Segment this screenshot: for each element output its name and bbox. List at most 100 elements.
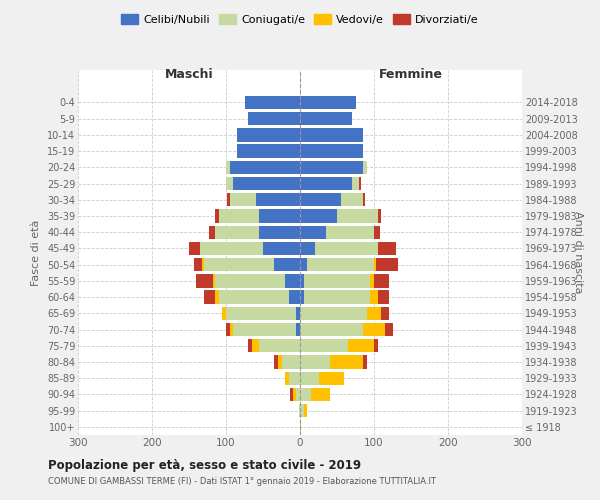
Bar: [274, 258, 300, 272]
Bar: [226, 160, 230, 174]
Text: COMUNE DI GAMBASSI TERME (FI) - Dati ISTAT 1° gennaio 2019 - Elaborazione TUTTIT: COMUNE DI GAMBASSI TERME (FI) - Dati IST…: [48, 477, 436, 486]
Bar: [296, 388, 300, 401]
Bar: [300, 242, 315, 255]
Bar: [230, 160, 300, 174]
Bar: [252, 339, 259, 352]
Bar: [296, 323, 300, 336]
Bar: [194, 258, 202, 272]
Bar: [281, 356, 300, 368]
Bar: [382, 306, 389, 320]
Bar: [300, 388, 311, 401]
Text: Maschi: Maschi: [164, 68, 214, 82]
Bar: [230, 193, 256, 206]
Bar: [385, 323, 392, 336]
Bar: [256, 193, 300, 206]
Bar: [233, 177, 300, 190]
Bar: [376, 258, 398, 272]
Text: Popolazione per età, sesso e stato civile - 2019: Popolazione per età, sesso e stato civil…: [48, 459, 361, 472]
Bar: [374, 226, 380, 239]
Bar: [226, 177, 233, 190]
Bar: [248, 339, 252, 352]
Bar: [189, 242, 200, 255]
Bar: [337, 210, 378, 222]
Bar: [200, 242, 263, 255]
Bar: [300, 226, 326, 239]
Bar: [300, 356, 329, 368]
Bar: [319, 372, 344, 385]
Bar: [304, 404, 307, 417]
Bar: [300, 160, 363, 174]
Bar: [259, 339, 300, 352]
Bar: [374, 339, 378, 352]
Bar: [300, 339, 348, 352]
Bar: [363, 193, 365, 206]
Bar: [300, 210, 337, 222]
Bar: [215, 290, 218, 304]
Bar: [289, 290, 300, 304]
Bar: [370, 274, 374, 287]
Bar: [300, 274, 304, 287]
Bar: [209, 226, 215, 239]
Bar: [378, 290, 389, 304]
Bar: [304, 274, 370, 287]
Bar: [237, 128, 300, 141]
Bar: [367, 306, 382, 320]
Bar: [352, 177, 359, 190]
Bar: [341, 193, 363, 206]
Bar: [300, 128, 363, 141]
Bar: [378, 210, 382, 222]
Bar: [300, 258, 307, 272]
Bar: [307, 258, 374, 272]
Bar: [293, 388, 296, 401]
Bar: [300, 112, 352, 126]
Bar: [274, 356, 278, 368]
Bar: [300, 96, 355, 109]
Bar: [263, 242, 300, 255]
Bar: [300, 144, 363, 158]
Bar: [300, 306, 367, 320]
Bar: [285, 372, 289, 385]
Bar: [259, 226, 300, 239]
Bar: [218, 290, 289, 304]
Bar: [378, 242, 396, 255]
Bar: [300, 323, 363, 336]
Bar: [300, 290, 304, 304]
Bar: [363, 160, 367, 174]
Bar: [289, 372, 300, 385]
Bar: [300, 420, 301, 434]
Bar: [359, 177, 361, 190]
Bar: [300, 404, 304, 417]
Bar: [329, 356, 363, 368]
Bar: [230, 323, 233, 336]
Bar: [223, 306, 226, 320]
Bar: [315, 242, 378, 255]
Y-axis label: Fasce di età: Fasce di età: [31, 220, 41, 286]
Bar: [204, 258, 274, 272]
Bar: [215, 274, 285, 287]
Bar: [374, 274, 389, 287]
Bar: [285, 274, 300, 287]
Text: Femmine: Femmine: [379, 68, 443, 82]
Bar: [278, 356, 281, 368]
Bar: [212, 274, 215, 287]
Bar: [259, 210, 300, 222]
Bar: [248, 112, 300, 126]
Bar: [218, 210, 259, 222]
Y-axis label: Anni di nascita: Anni di nascita: [573, 211, 583, 294]
Bar: [300, 372, 319, 385]
Bar: [311, 388, 329, 401]
Bar: [348, 339, 374, 352]
Bar: [290, 388, 293, 401]
Legend: Celibi/Nubili, Coniugati/e, Vedovi/e, Divorziati/e: Celibi/Nubili, Coniugati/e, Vedovi/e, Di…: [117, 10, 483, 29]
Bar: [245, 96, 300, 109]
Bar: [300, 193, 341, 206]
Bar: [226, 323, 230, 336]
Bar: [363, 323, 385, 336]
Bar: [202, 258, 204, 272]
Bar: [227, 193, 230, 206]
Bar: [299, 404, 300, 417]
Bar: [374, 258, 376, 272]
Bar: [237, 144, 300, 158]
Bar: [326, 226, 374, 239]
Bar: [196, 274, 212, 287]
